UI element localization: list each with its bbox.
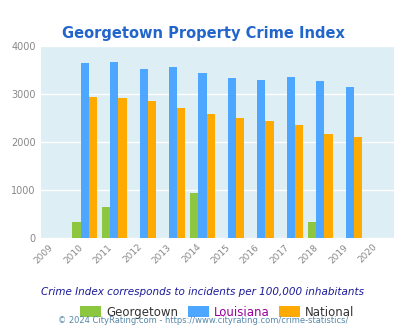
Bar bbox=[139, 69, 147, 238]
Bar bbox=[257, 80, 265, 238]
Bar bbox=[227, 78, 235, 238]
Bar bbox=[307, 222, 315, 238]
Bar bbox=[206, 114, 214, 238]
Text: Crime Index corresponds to incidents per 100,000 inhabitants: Crime Index corresponds to incidents per… bbox=[41, 287, 364, 297]
Bar bbox=[118, 98, 126, 238]
Text: © 2024 CityRating.com - https://www.cityrating.com/crime-statistics/: © 2024 CityRating.com - https://www.city… bbox=[58, 316, 347, 325]
Bar bbox=[190, 193, 198, 238]
Bar bbox=[353, 137, 361, 238]
Bar bbox=[235, 118, 244, 238]
Bar bbox=[294, 125, 303, 238]
Bar bbox=[72, 222, 81, 238]
Text: Georgetown Property Crime Index: Georgetown Property Crime Index bbox=[62, 26, 343, 41]
Bar bbox=[102, 208, 110, 238]
Bar bbox=[324, 134, 332, 238]
Bar bbox=[177, 108, 185, 238]
Bar bbox=[345, 87, 353, 238]
Bar bbox=[147, 101, 156, 238]
Bar bbox=[110, 62, 118, 238]
Legend: Georgetown, Louisiana, National: Georgetown, Louisiana, National bbox=[75, 301, 358, 323]
Bar bbox=[265, 121, 273, 238]
Bar bbox=[89, 97, 97, 238]
Bar bbox=[315, 81, 324, 238]
Bar bbox=[198, 73, 206, 238]
Bar bbox=[81, 63, 89, 238]
Bar bbox=[168, 67, 177, 238]
Bar bbox=[286, 77, 294, 238]
